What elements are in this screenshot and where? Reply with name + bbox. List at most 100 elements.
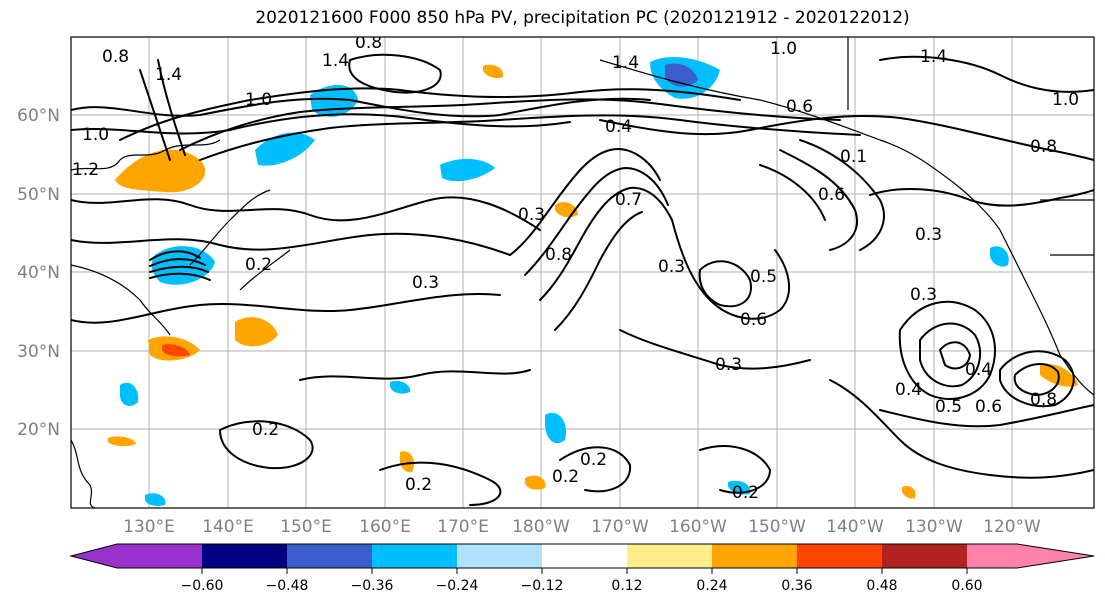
lon-label: 130°E <box>123 517 175 537</box>
precip-patch <box>108 436 136 447</box>
colorbar-segment <box>712 544 797 568</box>
contour-labels: 0.8 1.4 0.8 1.4 1.0 1.4 1.4 1.0 1.0 1.2 … <box>72 33 1079 503</box>
contour-label: 0.6 <box>740 310 767 330</box>
precip-patch <box>399 451 415 473</box>
lon-label: 160°W <box>669 517 727 537</box>
colorbar-segment <box>287 544 372 568</box>
colorbar-tick-label: −0.36 <box>351 578 394 594</box>
colorbar-segment <box>882 544 967 568</box>
lon-label: 160°E <box>359 517 411 537</box>
contour-label: 1.4 <box>920 47 947 67</box>
contour-label: 1.0 <box>245 90 272 110</box>
lon-label: 140°E <box>202 517 254 537</box>
precip-patch <box>162 344 190 357</box>
contour-label: 0.2 <box>245 255 272 275</box>
colorbar-tick-label: 0.36 <box>781 578 812 594</box>
lon-label: 170°E <box>437 517 489 537</box>
colorbar-tick-label: 0.24 <box>696 578 727 594</box>
lat-label: 60°N <box>17 106 60 126</box>
lat-label: 50°N <box>17 185 60 205</box>
lat-label: 20°N <box>17 420 60 440</box>
contour-label: 0.8 <box>1030 137 1057 157</box>
colorbar-outline <box>69 543 1095 569</box>
contour-label: 1.0 <box>82 125 109 145</box>
colorbar-max-extend <box>1017 544 1094 568</box>
contour-label: 0.8 <box>1030 390 1057 410</box>
colorbar-segment <box>117 544 202 568</box>
map-content: 0.8 1.4 0.8 1.4 1.0 1.4 1.4 1.0 1.0 1.2 … <box>71 33 1094 508</box>
contour-label: 0.2 <box>552 467 579 487</box>
precip-patch <box>990 246 1009 267</box>
contour-label: 1.2 <box>72 160 99 180</box>
latitude-labels: 60°N 50°N 40°N 30°N 20°N <box>17 106 60 440</box>
colorbar-tick-label: −0.48 <box>266 578 309 594</box>
precip-patch <box>902 485 916 499</box>
colorbar-segment <box>372 544 457 568</box>
contour-label: 1.4 <box>155 65 182 85</box>
lon-label: 150°E <box>280 517 332 537</box>
contour-label: 0.1 <box>840 147 867 167</box>
lon-label: 130°W <box>905 517 963 537</box>
colorbar-segment <box>457 544 542 568</box>
contour-label: 0.2 <box>405 475 432 495</box>
contour-label: 1.4 <box>322 51 349 71</box>
pv-contours <box>71 53 1094 506</box>
map-frame <box>70 36 1095 509</box>
precip-patch <box>728 480 751 495</box>
coastlines <box>71 37 1094 508</box>
lat-label: 30°N <box>17 342 60 362</box>
contour-label: 0.4 <box>605 117 632 137</box>
colorbar-tick-label: −0.60 <box>181 578 224 594</box>
colorbar-segment <box>797 544 882 568</box>
contour-label: 0.5 <box>750 267 777 287</box>
contour-label: 0.5 <box>935 397 962 417</box>
colorbar-segment <box>627 544 712 568</box>
colorbar: −0.60 −0.48 −0.36 −0.24 −0.12 0.12 0.24 … <box>69 543 1095 594</box>
precip-patch <box>120 382 139 406</box>
contour-label: 0.6 <box>786 97 813 117</box>
colorbar-tick-label: 0.48 <box>866 578 897 594</box>
colorbar-min-extend <box>71 544 117 568</box>
colorbar-segment <box>202 544 287 568</box>
contour-label: 0.6 <box>975 397 1002 417</box>
contour-label: 0.6 <box>818 185 845 205</box>
precip-patch <box>545 412 566 444</box>
colorbar-tick-label: −0.12 <box>521 578 564 594</box>
precip-patch <box>390 380 411 394</box>
precip-patch <box>145 493 166 507</box>
contour-label: 0.7 <box>615 190 642 210</box>
contour-label: 0.4 <box>895 380 922 400</box>
precip-patch <box>483 64 504 79</box>
map-title: 2020121600 F000 850 hPa PV, precipitatio… <box>255 8 910 28</box>
longitude-labels: 130°E 140°E 150°E 160°E 170°E 180°W 170°… <box>123 517 1041 537</box>
contour-label: 0.3 <box>910 285 937 305</box>
precip-patch <box>440 158 495 182</box>
lon-label: 120°W <box>983 517 1041 537</box>
lon-label: 180°W <box>512 517 570 537</box>
contour-label: 0.2 <box>252 420 279 440</box>
contour-label: 0.4 <box>965 360 992 380</box>
colorbar-tick-label: 0.12 <box>611 578 642 594</box>
contour-label: 0.8 <box>102 47 129 67</box>
precip-patch <box>115 149 206 193</box>
contour-label: 0.8 <box>355 33 382 53</box>
colorbar-segment <box>542 544 627 568</box>
precip-patch <box>525 475 546 490</box>
colorbar-tick-label: 0.60 <box>951 578 982 594</box>
contour-label: 0.2 <box>580 450 607 470</box>
lat-label: 40°N <box>17 263 60 283</box>
contour-label: 0.3 <box>658 257 685 277</box>
contour-label: 1.0 <box>1052 90 1079 110</box>
contour-label: 0.3 <box>715 355 742 375</box>
contour-label: 0.2 <box>732 483 759 503</box>
contour-label: 0.8 <box>545 245 572 265</box>
colorbar-ticks <box>201 568 968 574</box>
contour-label: 0.3 <box>915 225 942 245</box>
lon-label: 140°W <box>826 517 884 537</box>
precip-patch <box>235 317 278 347</box>
contour-label: 1.0 <box>770 39 797 59</box>
contour-label: 0.3 <box>518 205 545 225</box>
lon-label: 150°W <box>748 517 806 537</box>
contour-label: 1.4 <box>612 53 639 73</box>
